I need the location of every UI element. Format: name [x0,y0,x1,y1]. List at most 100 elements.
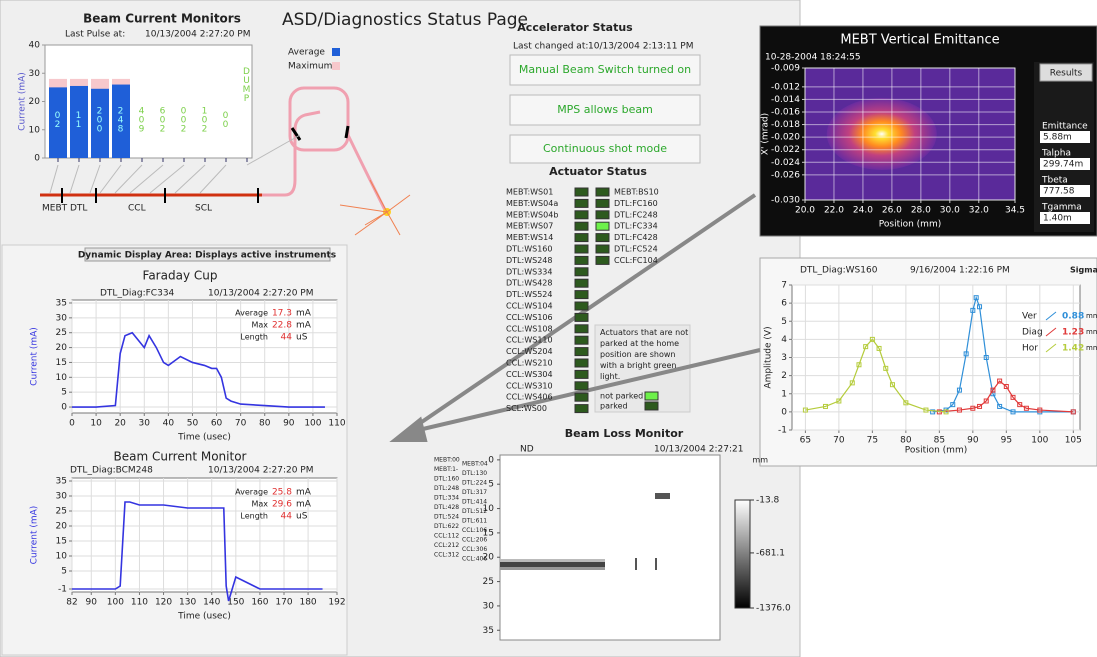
status-led [574,392,589,402]
status-led [595,233,610,243]
device-label: DTL:130 [462,470,487,477]
actuator-name: CCL:WS106 [506,313,553,322]
device-name: DTL_Diag:BCM248 [70,466,153,476]
y-tick-label: 25 [56,328,67,338]
status-led [574,290,589,300]
status-led [574,187,589,197]
arrows [389,193,761,442]
x-tick-label: 60 [211,419,223,429]
status-led [574,221,589,231]
y-tick-label: 0 [488,455,494,465]
results-button[interactable] [1039,63,1093,82]
y-tick-label: 5 [781,317,787,327]
actuator-name: DTL:WS248 [506,256,552,265]
dynamic-header [84,247,331,262]
legend-label: parked [600,402,628,411]
actuator-name: CCL:WS110 [506,336,553,345]
actuator-name: CCL:WS304 [506,370,553,379]
status-led [574,210,589,220]
result-box [1040,158,1090,170]
device-label: CCL:406 [462,556,487,563]
page-title: ASD/Diagnostics Status Page [282,10,528,30]
sigma-label: Sigma [1070,266,1097,275]
series-line [72,331,325,408]
data-point [856,362,862,368]
monitor-label: 409 [137,107,147,134]
data-point [983,355,989,360]
device-label: DTL:248 [434,485,459,492]
data-point [1070,409,1076,415]
status-led [574,198,589,208]
data-point [990,387,996,393]
y-tick-label: 20 [483,553,495,563]
y-tick-label: 30 [483,601,495,611]
x-axis-label: Time (usec) [177,433,231,443]
stat-value: 25.8 [272,488,292,498]
last-pulse-label: Last Pulse at: [65,30,125,40]
device-label: MEBT:00 [434,457,460,464]
data-point [970,307,976,313]
status-led [595,210,610,220]
panel-title: Faraday Cup [143,269,218,283]
actuator-name: DTL:FC334 [614,222,658,231]
timestamp: 9/16/2004 1:22:16 PM [910,266,1010,276]
data-point [889,382,895,388]
x-tick-label: 90 [283,419,295,429]
y-tick-label: -0.020 [771,133,800,143]
actuator-name: CCL:WS108 [506,324,553,333]
x-tick-label: 100 [304,419,321,429]
result-label: Talpha [1041,149,1071,159]
monitor-label: 11 [74,111,84,129]
x-tick-label: 34.5 [1005,206,1025,216]
stat-label: Average [235,488,268,497]
data-point [970,405,976,411]
status-boxes [509,54,701,164]
stat-unit: mA [296,488,312,498]
result-label: Tgamma [1041,203,1082,213]
last-pulse: 10/13/2004 2:27:20 PM [145,30,250,40]
device-label: DTL:414 [462,499,487,506]
y-tick-label: -0.016 [771,108,800,118]
device-label: DTL:524 [434,514,459,521]
status-message: MPS allows beam [557,103,653,116]
average-bar [112,84,130,158]
emittance-time: 10-28-2004 18:24:55 [765,53,861,63]
actuator-name: CCL:WS310 [506,381,553,390]
data-point [963,351,969,357]
y-tick-label: 3 [781,353,787,363]
y-axis-label: X' (mrad) [761,113,771,155]
stat-value: 44 [281,333,293,343]
data-point [923,407,929,413]
x-axis-label: Position (mm) [879,220,941,230]
timestamp: 10/13/2004 2:27:20 PM [208,466,313,476]
results-panel [1034,62,1094,232]
y-tick-label: 20 [56,343,68,353]
y-tick-label: -1 [58,585,67,595]
y-tick-label: 4 [781,335,787,345]
status-led [574,369,589,379]
x-tick-label: 90 [967,436,979,446]
results-button-label[interactable]: Results [1050,69,1083,79]
status-led [574,347,589,357]
y-tick-label: 35 [56,298,67,308]
timestamp: 10/13/2004 2:27:20 PM [208,289,313,299]
x-tick-label: 65 [800,436,811,446]
device-label: MEBT:1- [434,466,458,473]
data-point [863,344,869,350]
status-led [595,221,610,231]
legend-swatch [1045,327,1057,337]
status-led [574,381,589,391]
status-led [574,358,589,368]
stat-unit: uS [296,512,308,522]
data-point [869,336,875,342]
data-point [1037,407,1043,413]
x-tick-label: 160 [251,598,268,608]
y-tick-label: 2 [781,371,787,381]
result-label: Tbeta [1041,176,1068,186]
x-tick-label: 105 [1065,436,1082,446]
section-label: DTL [70,204,87,214]
data-point [802,407,808,413]
x-tick-label: 100 [107,598,124,608]
y-tick-label: -0.012 [771,82,800,92]
actuator-name: DTL:FC524 [614,245,658,254]
